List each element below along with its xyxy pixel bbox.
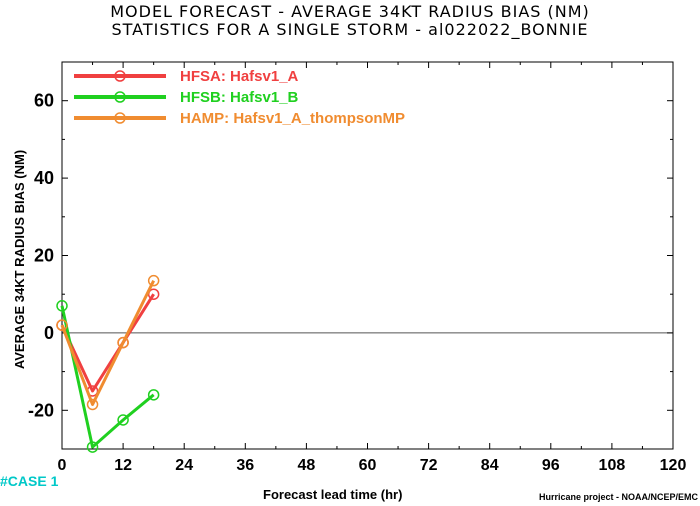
series-point-0: [147, 288, 160, 300]
case-label: #CASE 1: [0, 473, 59, 489]
series-line-2: [60, 279, 155, 406]
x-tick-label: 36: [236, 457, 254, 474]
legend-marker-1: [114, 91, 126, 103]
series-line-0: [60, 293, 155, 393]
y-tick-label: 20: [34, 246, 54, 266]
series-point-1: [147, 389, 160, 401]
series-point-2: [56, 319, 68, 331]
x-tick-label: 48: [298, 457, 316, 474]
x-tick-label: 24: [175, 457, 193, 474]
x-tick-label: 0: [58, 457, 67, 474]
series-point-2: [117, 336, 129, 349]
chart-title-line1: MODEL FORECAST - AVERAGE 34KT RADIUS BIA…: [110, 2, 590, 21]
series-point-1: [86, 441, 99, 453]
series-point-1: [117, 414, 129, 426]
y-tick-label: 60: [34, 91, 54, 111]
credit-text: Hurricane project - NOAA/NCEP/EMC: [538, 492, 698, 502]
series-line-1: [60, 305, 155, 449]
y-axis-label: AVERAGE 34KT RADIUS BIAS (NM): [12, 150, 27, 369]
series-point-2: [86, 398, 99, 411]
y-tick-label: 40: [34, 168, 54, 188]
y-tick-label: 0: [44, 323, 54, 343]
x-tick-label: 120: [660, 457, 687, 474]
legend-marker-0: [114, 70, 126, 82]
series-point-2: [147, 274, 160, 287]
x-tick-label: 108: [599, 457, 626, 474]
legend-label-0: HFSA: Hafsv1_A: [180, 68, 299, 85]
series-point-1: [56, 300, 68, 312]
legend-label-1: HFSB: Hafsv1_B: [180, 89, 299, 106]
chart-title-line2: STATISTICS FOR A SINGLE STORM - al022022…: [111, 20, 589, 39]
x-tick-label: 60: [359, 457, 377, 474]
legend-marker-2: [114, 112, 126, 124]
x-tick-label: 12: [114, 457, 132, 474]
x-tick-label: 72: [420, 457, 438, 474]
legend-label-2: HAMP: Hafsv1_A_thompsonMP: [180, 110, 405, 127]
x-axis-label: Forecast lead time (hr): [263, 487, 403, 502]
x-tick-label: 84: [481, 457, 499, 474]
x-tick-label: 96: [542, 457, 560, 474]
y-tick-label: -20: [28, 400, 54, 420]
